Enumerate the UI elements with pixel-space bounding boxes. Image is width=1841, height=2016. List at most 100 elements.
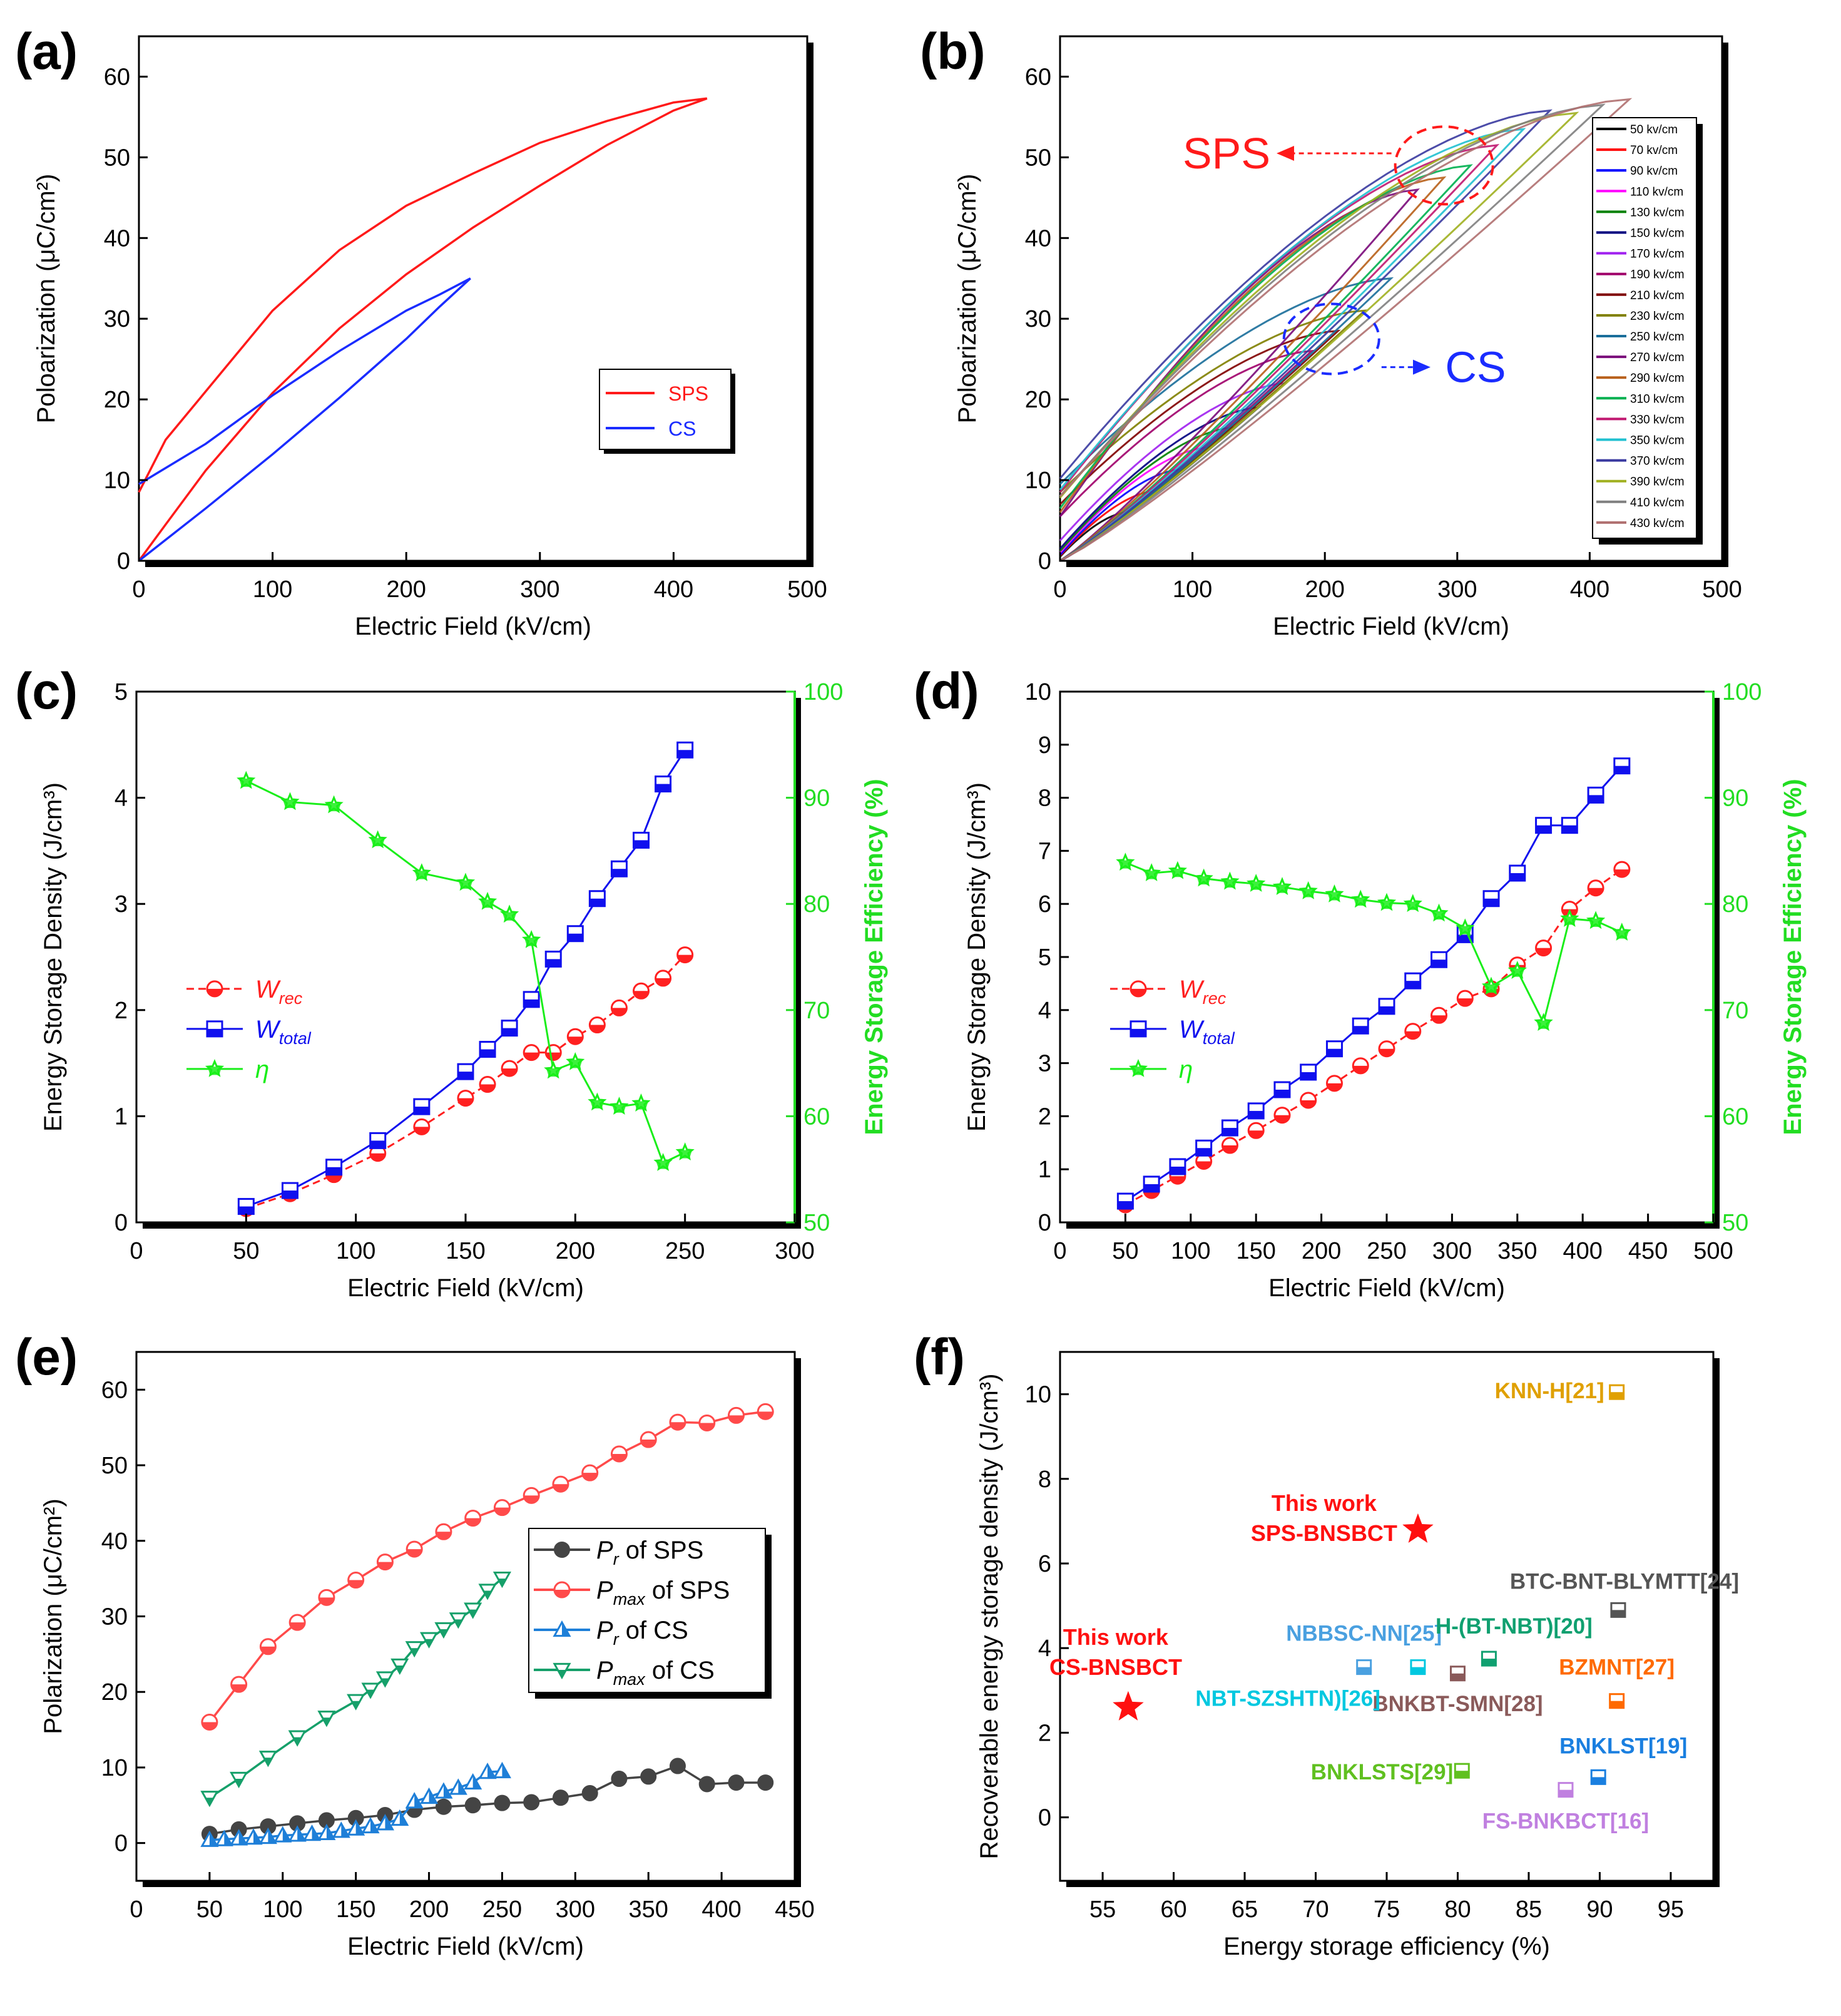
x-tick-label: 250: [665, 1238, 705, 1264]
data-point-W_rec: [633, 982, 650, 1000]
marker-dot: [669, 1758, 686, 1774]
data-point-P_r of CS: [302, 1824, 322, 1841]
marker-fill: [348, 1580, 364, 1588]
marker-fill: [381, 1678, 389, 1686]
y-tick-label: 60: [1025, 64, 1051, 90]
legend-marker: [205, 1059, 225, 1077]
marker-fill: [1614, 930, 1629, 939]
x-tick-label: 300: [1432, 1238, 1472, 1264]
y-tick-label: 6: [1038, 891, 1051, 918]
loop-310: [1059, 164, 1473, 562]
marker-fill: [290, 1622, 305, 1630]
data-point-P_max of SPS: [405, 1540, 423, 1558]
sps-ellipse: [1394, 125, 1494, 206]
legend-label: 330 kv/cm: [1630, 413, 1685, 426]
x-tick-label: 70: [1302, 1896, 1328, 1923]
y2-tick-label: 100: [1722, 679, 1762, 705]
marker-fill: [205, 1798, 213, 1806]
x-tick-label: 250: [1367, 1238, 1406, 1264]
data-point-P_max of CS: [317, 1711, 336, 1727]
legend-label: 70 kv/cm: [1630, 144, 1678, 157]
y-tick-label: 0: [1038, 1210, 1051, 1236]
x-tick-label: 100: [1173, 576, 1212, 603]
data-point-η: [1612, 923, 1631, 941]
marker-fill: [524, 999, 539, 1007]
marker-dot: [728, 1774, 745, 1791]
marker-fill: [425, 1639, 433, 1647]
data-point-η: [1142, 863, 1161, 881]
marker-fill: [656, 1160, 670, 1169]
y-tick-label: 1: [1038, 1157, 1051, 1183]
y-tick-label: 40: [104, 225, 130, 252]
data-point-W_total: [457, 1063, 474, 1080]
marker-fill: [502, 1763, 510, 1778]
marker-dot: [494, 1794, 511, 1811]
marker-fill: [370, 837, 385, 847]
data-point-W_rec: [1195, 1152, 1213, 1170]
data-point-η: [1168, 861, 1187, 879]
data-point-η: [1325, 884, 1344, 903]
panel-label: (c): [15, 663, 78, 720]
marker-fill: [201, 1722, 217, 1730]
data-point-P_r of CS: [258, 1827, 277, 1845]
marker-fill: [377, 1562, 393, 1570]
marker-fill: [502, 1028, 518, 1036]
marker-fill: [589, 898, 605, 906]
marker-fill: [312, 1826, 320, 1840]
data-point-η: [675, 1142, 695, 1160]
data-point-P_r of SPS: [464, 1797, 481, 1814]
data-point-η: [1116, 852, 1135, 871]
x-tick-label: 0: [1053, 576, 1066, 603]
marker-fill: [458, 1072, 473, 1080]
data-point-P_max of CS: [464, 1602, 482, 1619]
marker-fill: [1196, 1161, 1211, 1169]
marker-fill: [1144, 1184, 1160, 1192]
x-tick-label: 0: [132, 576, 145, 603]
data-point-P_max of CS: [361, 1682, 380, 1699]
marker-fill: [1588, 795, 1604, 803]
y-tick-label: 1: [115, 1103, 128, 1130]
data-point-P_max of SPS: [259, 1638, 277, 1655]
marker-fill: [1170, 1166, 1185, 1174]
data-point-W_rec: [1456, 990, 1474, 1007]
marker-fill: [268, 1829, 276, 1843]
legend-marker: [206, 980, 223, 998]
data-point-P_r of SPS: [494, 1794, 511, 1811]
data-point-η: [1534, 1013, 1553, 1031]
sps-annotation: SPS: [1183, 129, 1270, 178]
legend-label: 50 kv/cm: [1630, 123, 1678, 136]
y-tick-label: 10: [1025, 679, 1051, 705]
marker-fill: [370, 1140, 385, 1149]
y2-tick-label: 70: [1722, 998, 1748, 1024]
legend-symbol: P: [596, 1617, 613, 1644]
data-point-W_rec: [1221, 1137, 1238, 1154]
marker-fill: [1222, 1128, 1238, 1136]
y-tick-label: 6: [1038, 1551, 1051, 1577]
data-point-W_rec: [413, 1118, 431, 1135]
data-point-W_total: [1613, 757, 1631, 775]
y-tick-label: 0: [115, 1831, 128, 1857]
marker-fill: [370, 1153, 385, 1161]
data-point-P_r of CS: [244, 1828, 263, 1845]
marker-fill: [327, 802, 341, 812]
marker-fill: [443, 1784, 451, 1798]
marker-fill: [524, 1052, 539, 1060]
marker-fill: [502, 912, 517, 921]
legend-label: 350 kv/cm: [1630, 434, 1685, 448]
plot-frame: [135, 690, 796, 1224]
panel-label: (d): [914, 663, 979, 720]
marker-fill: [480, 1084, 496, 1092]
legend-symbol: P: [596, 1657, 613, 1684]
data-point-P_r of SPS: [552, 1789, 569, 1806]
marker-fill: [1562, 825, 1578, 833]
legend-suffix: of SPS: [619, 1537, 704, 1564]
marker-fill: [634, 1101, 648, 1110]
y-tick-label: 30: [1025, 306, 1051, 332]
data-point-P_r of CS: [332, 1821, 350, 1838]
y-tick-label: 40: [1025, 225, 1051, 252]
marker-fill: [1536, 1020, 1551, 1029]
y-axis-title: Energy Storage Density (J/cm³): [963, 782, 991, 1132]
data-point-P_max of SPS: [435, 1523, 452, 1540]
y-tick-label: 8: [1038, 785, 1051, 812]
marker-fill: [562, 1622, 569, 1636]
